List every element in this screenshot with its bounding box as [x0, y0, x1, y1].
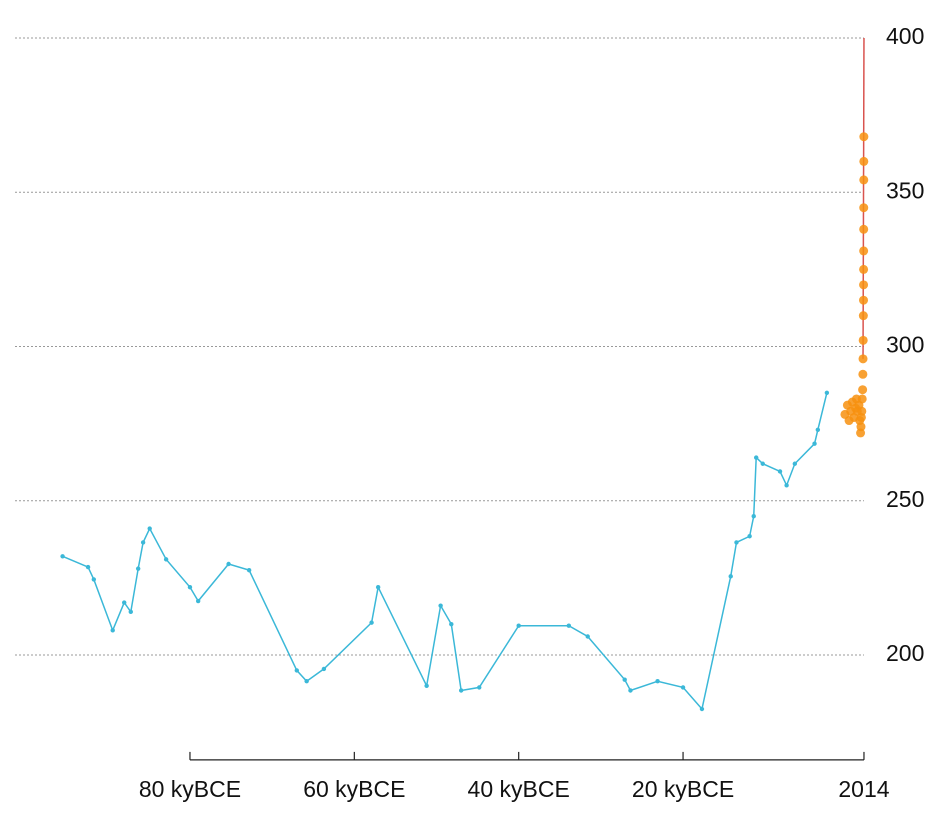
data-point	[859, 156, 869, 166]
data-point	[858, 385, 868, 395]
data-point	[85, 564, 91, 570]
data-point	[824, 390, 830, 395]
data-point	[458, 688, 464, 693]
data-point	[858, 369, 868, 379]
x-tick-label: 60 kyBCE	[303, 776, 405, 802]
series-line	[62, 392, 828, 711]
data-point	[812, 441, 817, 446]
data-point	[147, 526, 152, 531]
data-point	[857, 394, 867, 404]
data-point	[375, 584, 381, 590]
x-tick-label: 40 kyBCE	[468, 776, 570, 802]
data-point	[859, 280, 869, 290]
data-point	[856, 422, 866, 432]
data-point	[163, 557, 169, 562]
data-point	[438, 603, 443, 608]
data-point	[655, 679, 660, 684]
data-point	[449, 621, 454, 627]
data-point	[699, 706, 705, 712]
data-point	[857, 406, 867, 416]
data-point	[859, 264, 869, 274]
data-point	[859, 246, 869, 256]
data-point	[815, 427, 821, 433]
data-point	[226, 561, 231, 567]
data-point	[777, 469, 783, 474]
data-point	[628, 688, 633, 693]
x-tick-label: 20 kyBCE	[632, 776, 734, 802]
series-line	[862, 38, 865, 359]
data-point	[792, 461, 798, 466]
data-point	[91, 577, 97, 582]
data-point	[680, 685, 686, 690]
y-tick-label: 250	[886, 486, 924, 512]
y-tick-label: 400	[886, 23, 924, 49]
data-point	[246, 567, 252, 573]
data-point	[128, 609, 133, 615]
data-point	[195, 598, 201, 604]
y-tick-label: 300	[886, 332, 924, 358]
data-point	[747, 534, 752, 539]
data-point	[751, 513, 756, 519]
data-point	[622, 677, 627, 682]
data-point	[784, 483, 789, 488]
data-point	[187, 584, 193, 590]
data-point	[858, 335, 868, 345]
data-point	[294, 668, 299, 673]
data-point	[859, 224, 869, 234]
data-point	[753, 455, 759, 460]
data-point	[734, 540, 739, 545]
data-point	[477, 685, 482, 690]
data-point	[859, 203, 869, 213]
data-point	[516, 623, 521, 628]
data-point	[304, 679, 309, 684]
data-point	[122, 600, 127, 605]
data-point	[858, 354, 868, 364]
data-point	[760, 461, 765, 466]
data-point	[859, 295, 869, 305]
data-point	[321, 666, 327, 672]
data-point	[110, 628, 115, 633]
data-point	[858, 311, 868, 321]
data-point	[585, 634, 590, 639]
y-tick-label: 350	[886, 177, 924, 203]
x-tick-label: 80 kyBCE	[139, 776, 241, 802]
data-point	[135, 566, 141, 571]
y-tick-label: 200	[886, 640, 924, 666]
data-point	[369, 620, 374, 625]
x-tick-label: 2014	[838, 776, 889, 802]
data-point	[140, 540, 146, 545]
data-point	[60, 554, 65, 559]
data-point	[859, 175, 869, 185]
data-point	[728, 574, 733, 579]
data-point	[859, 132, 869, 142]
data-point	[566, 623, 572, 628]
data-point	[424, 683, 429, 689]
